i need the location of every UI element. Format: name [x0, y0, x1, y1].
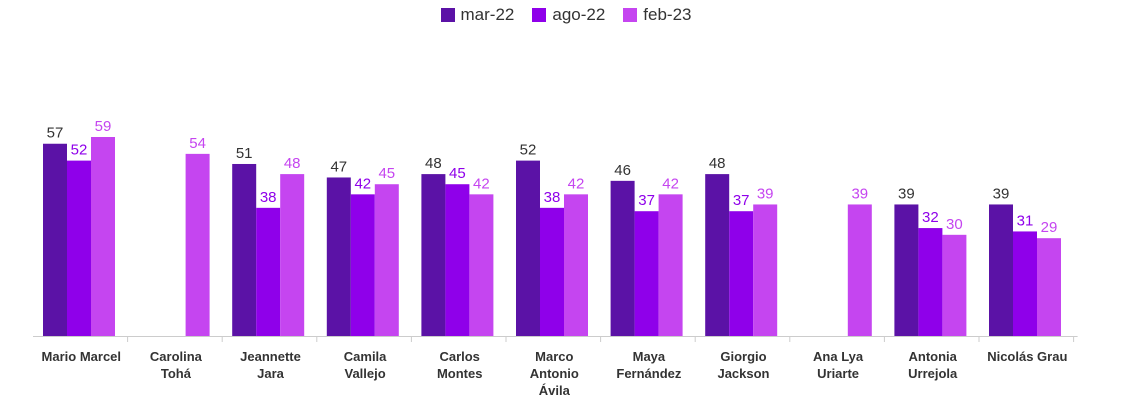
- data-label-feb-23-8: 39: [851, 185, 868, 202]
- legend-label-feb-23: feb-23: [643, 5, 692, 24]
- data-label-mar-22-9: 39: [898, 185, 915, 202]
- data-label-feb-23-7: 39: [757, 185, 774, 202]
- bar-ago-22-10: [1013, 231, 1037, 336]
- data-label-feb-23-5: 42: [568, 175, 585, 192]
- data-label-feb-23-4: 42: [473, 175, 490, 192]
- data-label-ago-22-3: 42: [354, 175, 371, 192]
- legend-item-ago-22[interactable]: ago-22: [532, 5, 605, 25]
- data-label-feb-23-1: 54: [189, 135, 206, 152]
- bar-ago-22-2: [256, 207, 281, 336]
- data-label-ago-22-0: 52: [71, 142, 88, 159]
- category-label-10: Nicolás Grau: [987, 349, 1067, 364]
- legend-label-ago-22: ago-22: [552, 5, 606, 24]
- data-label-ago-22-10: 31: [1017, 212, 1034, 229]
- data-label-mar-22-5: 52: [520, 142, 537, 159]
- category-label-4: Carlos Montes: [437, 349, 483, 381]
- data-label-feb-23-9: 30: [946, 216, 963, 233]
- bar-feb-23-6: [658, 194, 683, 336]
- data-label-ago-22-9: 32: [922, 209, 939, 226]
- bar-feb-23-4: [469, 194, 494, 336]
- bar-feb-23-3: [374, 184, 399, 336]
- category-label-5: Marco Antonio Ávila: [530, 349, 579, 398]
- category-label-3: Camila Vallejo: [344, 349, 387, 381]
- legend-item-feb-23[interactable]: feb-23: [623, 5, 692, 25]
- legend-swatch-mar-22: [440, 8, 455, 22]
- bar-ago-22-6: [634, 211, 659, 336]
- legend-swatch-ago-22: [532, 8, 547, 22]
- bar-feb-23-8: [847, 204, 872, 336]
- category-label-7: Giorgio Jackson: [717, 349, 769, 381]
- bar-mar-22-5: [516, 160, 540, 336]
- data-label-mar-22-2: 51: [236, 145, 253, 162]
- data-label-feb-23-3: 45: [378, 165, 395, 182]
- bar-feb-23-0: [91, 137, 115, 336]
- data-label-ago-22-4: 45: [449, 165, 466, 182]
- data-label-mar-22-6: 46: [614, 162, 631, 179]
- bar-feb-23-2: [280, 174, 305, 336]
- bar-mar-22-2: [232, 163, 257, 336]
- bar-ago-22-3: [350, 194, 375, 336]
- data-label-mar-22-7: 48: [709, 155, 726, 172]
- data-label-feb-23-10: 29: [1041, 219, 1058, 236]
- data-label-ago-22-2: 38: [260, 189, 277, 206]
- legend-label-mar-22: mar-22: [460, 5, 515, 24]
- data-label-ago-22-6: 37: [638, 192, 655, 209]
- bar-mar-22-0: [43, 143, 67, 336]
- bar-mar-22-4: [421, 174, 446, 336]
- data-label-feb-23-2: 48: [284, 155, 301, 172]
- data-label-mar-22-4: 48: [425, 155, 442, 172]
- legend-item-mar-22[interactable]: mar-22: [440, 5, 515, 25]
- bar-feb-23-1: [185, 153, 210, 336]
- data-label-feb-23-6: 42: [662, 175, 679, 192]
- data-label-ago-22-5: 38: [544, 189, 561, 206]
- bar-ago-22-7: [729, 211, 754, 336]
- bar-ago-22-4: [445, 184, 470, 336]
- bar-feb-23-10: [1037, 238, 1061, 336]
- data-label-mar-22-10: 39: [993, 185, 1010, 202]
- category-label-1: Carolina Tohá: [150, 349, 203, 381]
- data-label-ago-22-7: 37: [733, 192, 750, 209]
- chart-legend: mar-22 ago-22 feb-23: [0, 5, 1132, 25]
- bar-ago-22-9: [918, 228, 943, 336]
- category-label-9: Antonia Urrejola: [908, 349, 958, 381]
- bar-ago-22-0: [67, 160, 91, 336]
- category-label-0: Mario Marcel: [42, 349, 121, 364]
- bar-ago-22-5: [540, 207, 564, 336]
- data-label-mar-22-0: 57: [47, 125, 64, 142]
- bar-mar-22-10: [989, 204, 1013, 336]
- bar-mar-22-6: [610, 180, 635, 336]
- data-label-mar-22-3: 47: [330, 158, 347, 175]
- bar-feb-23-7: [753, 204, 778, 336]
- bar-feb-23-5: [564, 194, 588, 336]
- bar-feb-23-9: [942, 234, 967, 336]
- legend-swatch-feb-23: [623, 8, 638, 22]
- bar-mar-22-3: [326, 177, 351, 336]
- category-label-2: Jeannette Jara: [240, 349, 301, 381]
- bar-mar-22-7: [705, 174, 730, 336]
- category-label-8: Ana Lya Uriarte: [813, 349, 864, 381]
- category-label-6: Maya Fernández: [616, 349, 682, 381]
- bar-mar-22-9: [894, 204, 919, 336]
- data-label-feb-23-0: 59: [95, 118, 112, 135]
